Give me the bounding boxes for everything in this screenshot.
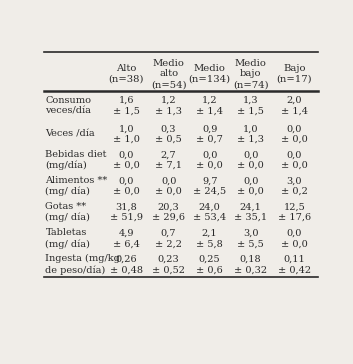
Text: 3,0
± 0,2: 3,0 ± 0,2 xyxy=(281,176,308,196)
Text: Bajo
(n=17): Bajo (n=17) xyxy=(277,64,312,84)
Text: 3,0
± 5,5: 3,0 ± 5,5 xyxy=(237,229,264,248)
Text: 0,0
± 0,0: 0,0 ± 0,0 xyxy=(196,150,223,170)
Text: Bebidas diet
(mg/día): Bebidas diet (mg/día) xyxy=(46,150,107,170)
Text: 0,11
± 0,42: 0,11 ± 0,42 xyxy=(278,254,311,274)
Text: Alto
(n=38): Alto (n=38) xyxy=(108,64,144,84)
Text: 0,9
± 0,7: 0,9 ± 0,7 xyxy=(196,124,223,144)
Text: 2,0
± 1,4: 2,0 ± 1,4 xyxy=(281,96,308,116)
Text: 4,9
± 6,4: 4,9 ± 6,4 xyxy=(113,229,140,248)
Text: 1,3
± 1,5: 1,3 ± 1,5 xyxy=(237,96,264,116)
Text: 0,23
± 0,52: 0,23 ± 0,52 xyxy=(152,254,185,274)
Text: 0,18
± 0,32: 0,18 ± 0,32 xyxy=(234,254,267,274)
Text: Consumo
veces/día: Consumo veces/día xyxy=(46,96,91,116)
Text: 1,2
± 1,3: 1,2 ± 1,3 xyxy=(155,96,182,116)
Text: 1,0
± 1,3: 1,0 ± 1,3 xyxy=(237,124,264,144)
Text: 0,0
± 0,0: 0,0 ± 0,0 xyxy=(113,176,139,196)
Text: Medio
alto
(n=54): Medio alto (n=54) xyxy=(151,59,186,89)
Text: 0,0
± 0,0: 0,0 ± 0,0 xyxy=(237,176,264,196)
Text: 0,0
± 0,0: 0,0 ± 0,0 xyxy=(237,150,264,170)
Text: 2,1
± 5,8: 2,1 ± 5,8 xyxy=(196,229,223,248)
Text: 20,3
± 29,6: 20,3 ± 29,6 xyxy=(152,202,185,222)
Text: 0,25
± 0,6: 0,25 ± 0,6 xyxy=(196,254,223,274)
Text: 0,0
± 0,0: 0,0 ± 0,0 xyxy=(113,150,139,170)
Text: 31,8
± 51,9: 31,8 ± 51,9 xyxy=(110,202,143,222)
Text: Medio
(n=134): Medio (n=134) xyxy=(189,64,231,84)
Text: 1,2
± 1,4: 1,2 ± 1,4 xyxy=(196,96,223,116)
Text: 2,7
± 7,1: 2,7 ± 7,1 xyxy=(155,150,182,170)
Text: Ingesta (mg/kg
de peso/día): Ingesta (mg/kg de peso/día) xyxy=(46,254,120,275)
Text: Alimentos **
(mg/ día): Alimentos ** (mg/ día) xyxy=(46,176,108,197)
Text: 1,6
± 1,5: 1,6 ± 1,5 xyxy=(113,96,140,116)
Text: 9,7
± 24,5: 9,7 ± 24,5 xyxy=(193,176,226,196)
Text: 0,7
± 2,2: 0,7 ± 2,2 xyxy=(155,229,182,248)
Text: 0,0
± 0,0: 0,0 ± 0,0 xyxy=(155,176,182,196)
Text: 24,0
± 53,4: 24,0 ± 53,4 xyxy=(193,202,226,222)
Text: 12,5
± 17,6: 12,5 ± 17,6 xyxy=(278,202,311,222)
Text: 0,0
± 0,0: 0,0 ± 0,0 xyxy=(281,150,308,170)
Text: 24,1
± 35,1: 24,1 ± 35,1 xyxy=(234,202,267,222)
Text: 0,0
± 0,0: 0,0 ± 0,0 xyxy=(281,124,308,144)
Text: Veces /día: Veces /día xyxy=(46,130,95,139)
Text: 0,0
± 0,0: 0,0 ± 0,0 xyxy=(281,229,308,248)
Text: 1,0
± 1,0: 1,0 ± 1,0 xyxy=(113,124,140,144)
Text: Tabletas
(mg/ día): Tabletas (mg/ día) xyxy=(46,228,90,249)
Text: 0,26
± 0,48: 0,26 ± 0,48 xyxy=(110,254,143,274)
Text: 0,3
± 0,5: 0,3 ± 0,5 xyxy=(155,124,182,144)
Text: Gotas **
(mg/ día): Gotas ** (mg/ día) xyxy=(46,202,90,222)
Text: Medio
bajo
(n=74): Medio bajo (n=74) xyxy=(233,59,269,89)
